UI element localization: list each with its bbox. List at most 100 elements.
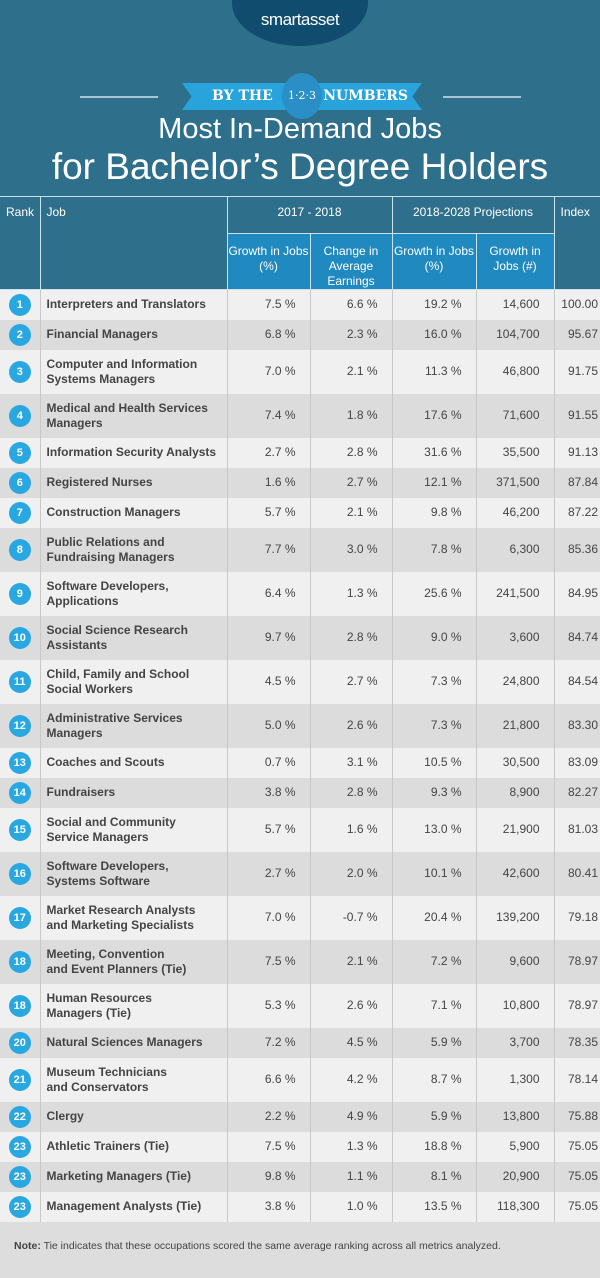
growth-num-proj-cell: 42,600 [475,851,554,896]
earnings-change-cell: 1.3 % [309,571,392,616]
growth-pct-proj-cell: 10.1 % [391,851,476,896]
header-earnings-change: Change in Average Earnings [309,233,393,290]
rank-badge: 3 [8,360,31,383]
table-row: 23 Management Analysts (Tie) 3.8 % 1.0 %… [0,1191,600,1222]
table-row: 4 Medical and Health Services Managers 7… [0,393,600,438]
rank-cell: 2 [0,320,40,350]
job-cell: Financial Managers [39,319,227,350]
job-cell: Administrative Services Managers [39,703,227,748]
index-cell: 91.55 [553,393,600,438]
rank-cell: 8 [0,528,40,572]
jobs-table: Rank Job 2017 - 2018 2018-2028 Projectio… [0,196,600,1222]
index-cell: 79.18 [553,895,600,940]
logo-text: smartasset [260,10,340,29]
earnings-change-cell: 1.6 % [309,807,392,852]
rank-badge: 1 [8,293,31,316]
job-cell: Coaches and Scouts [39,747,227,778]
rank-cell: 18 [0,984,40,1028]
growth-pct-2017-cell: 5.0 % [226,703,310,748]
job-cell: Marketing Managers (Tie) [39,1161,227,1192]
growth-pct-2017-cell: 7.0 % [226,349,310,394]
growth-pct-proj-cell: 16.0 % [391,319,476,350]
growth-num-proj-cell: 35,500 [475,437,554,468]
job-cell: Social Science Research Assistants [39,615,227,660]
rank-cell: 23 [0,1132,40,1162]
growth-num-proj-cell: 10,800 [475,983,554,1028]
growth-num-proj-cell: 9,600 [475,939,554,984]
growth-num-proj-cell: 1,300 [475,1057,554,1102]
rank-badge: 7 [8,501,31,524]
job-cell: Athletic Trainers (Tie) [39,1131,227,1162]
header-group-projections: 2018-2028 Projections [391,196,555,234]
job-cell: Registered Nurses [39,467,227,498]
header-area: smartasset BY THE NUMBERS 1·2·3 Most In-… [0,0,600,196]
index-cell: 84.95 [553,571,600,616]
growth-pct-2017-cell: 6.8 % [226,319,310,350]
rank-badge: 11 [8,670,31,693]
earnings-change-cell: -0.7 % [309,895,392,940]
rank-cell: 7 [0,498,40,528]
growth-pct-proj-cell: 7.1 % [391,983,476,1028]
header-growth-num-proj: Growth in Jobs (#) [475,233,555,290]
index-cell: 81.03 [553,807,600,852]
rank-cell: 3 [0,350,40,394]
index-cell: 75.05 [553,1131,600,1162]
growth-pct-2017-cell: 7.2 % [226,1027,310,1058]
growth-pct-2017-cell: 2.7 % [226,437,310,468]
index-cell: 78.97 [553,983,600,1028]
growth-pct-2017-cell: 5.7 % [226,497,310,528]
index-cell: 83.30 [553,703,600,748]
table-row: 12 Administrative Services Managers 5.0 … [0,703,600,748]
divider-line [80,96,158,98]
index-cell: 78.14 [553,1057,600,1102]
rank-badge: 18 [8,994,31,1017]
growth-pct-proj-cell: 8.1 % [391,1161,476,1192]
footnote: Note: Tie indicates that these occupatio… [0,1222,600,1270]
table-row: 17 Market Research Analysts and Marketin… [0,895,600,940]
job-cell: Fundraisers [39,777,227,808]
rank-cell: 12 [0,704,40,748]
rank-badge: 18 [8,950,31,973]
index-cell: 87.22 [553,497,600,528]
header-rank: Rank [0,196,41,290]
earnings-change-cell: 1.1 % [309,1161,392,1192]
banner-left-text: BY THE [212,88,273,104]
earnings-change-cell: 2.8 % [309,777,392,808]
earnings-change-cell: 2.8 % [309,437,392,468]
rank-cell: 6 [0,468,40,498]
table-row: 9 Software Developers, Applications 6.4 … [0,571,600,616]
rank-cell: 4 [0,394,40,438]
earnings-change-cell: 3.0 % [309,527,392,572]
growth-pct-proj-cell: 5.9 % [391,1027,476,1058]
growth-num-proj-cell: 104,700 [475,319,554,350]
growth-pct-proj-cell: 8.7 % [391,1057,476,1102]
rank-badge: 21 [8,1068,31,1091]
growth-num-proj-cell: 13,800 [475,1101,554,1132]
note-text: Tie indicates that these occupations sco… [40,1239,501,1252]
table-row: 23 Athletic Trainers (Tie) 7.5 % 1.3 % 1… [0,1131,600,1162]
job-cell: Computer and Information Systems Manager… [39,349,227,394]
earnings-change-cell: 2.7 % [309,467,392,498]
earnings-change-cell: 4.2 % [309,1057,392,1102]
growth-num-proj-cell: 46,200 [475,497,554,528]
growth-pct-2017-cell: 2.7 % [226,851,310,896]
growth-num-proj-cell: 21,900 [475,807,554,852]
table-row: 15 Social and Community Service Managers… [0,807,600,852]
job-cell: Human Resources Managers (Tie) [39,983,227,1028]
growth-pct-2017-cell: 7.7 % [226,527,310,572]
growth-num-proj-cell: 30,500 [475,747,554,778]
growth-num-proj-cell: 241,500 [475,571,554,616]
rank-badge: 20 [8,1031,31,1054]
header-job: Job [39,196,228,290]
earnings-change-cell: 6.6 % [309,289,392,320]
header-growth-pct-proj: Growth in Jobs (%) [391,233,477,290]
growth-pct-2017-cell: 7.4 % [226,393,310,438]
table-row: 5 Information Security Analysts 2.7 % 2.… [0,437,600,468]
earnings-change-cell: 2.1 % [309,497,392,528]
table-row: 6 Registered Nurses 1.6 % 2.7 % 12.1 % 3… [0,467,600,498]
table-row: 21 Museum Technicians and Conservators 6… [0,1057,600,1102]
growth-num-proj-cell: 3,700 [475,1027,554,1058]
rank-badge: 13 [8,751,31,774]
earnings-change-cell: 1.0 % [309,1191,392,1222]
rank-cell: 15 [0,808,40,852]
